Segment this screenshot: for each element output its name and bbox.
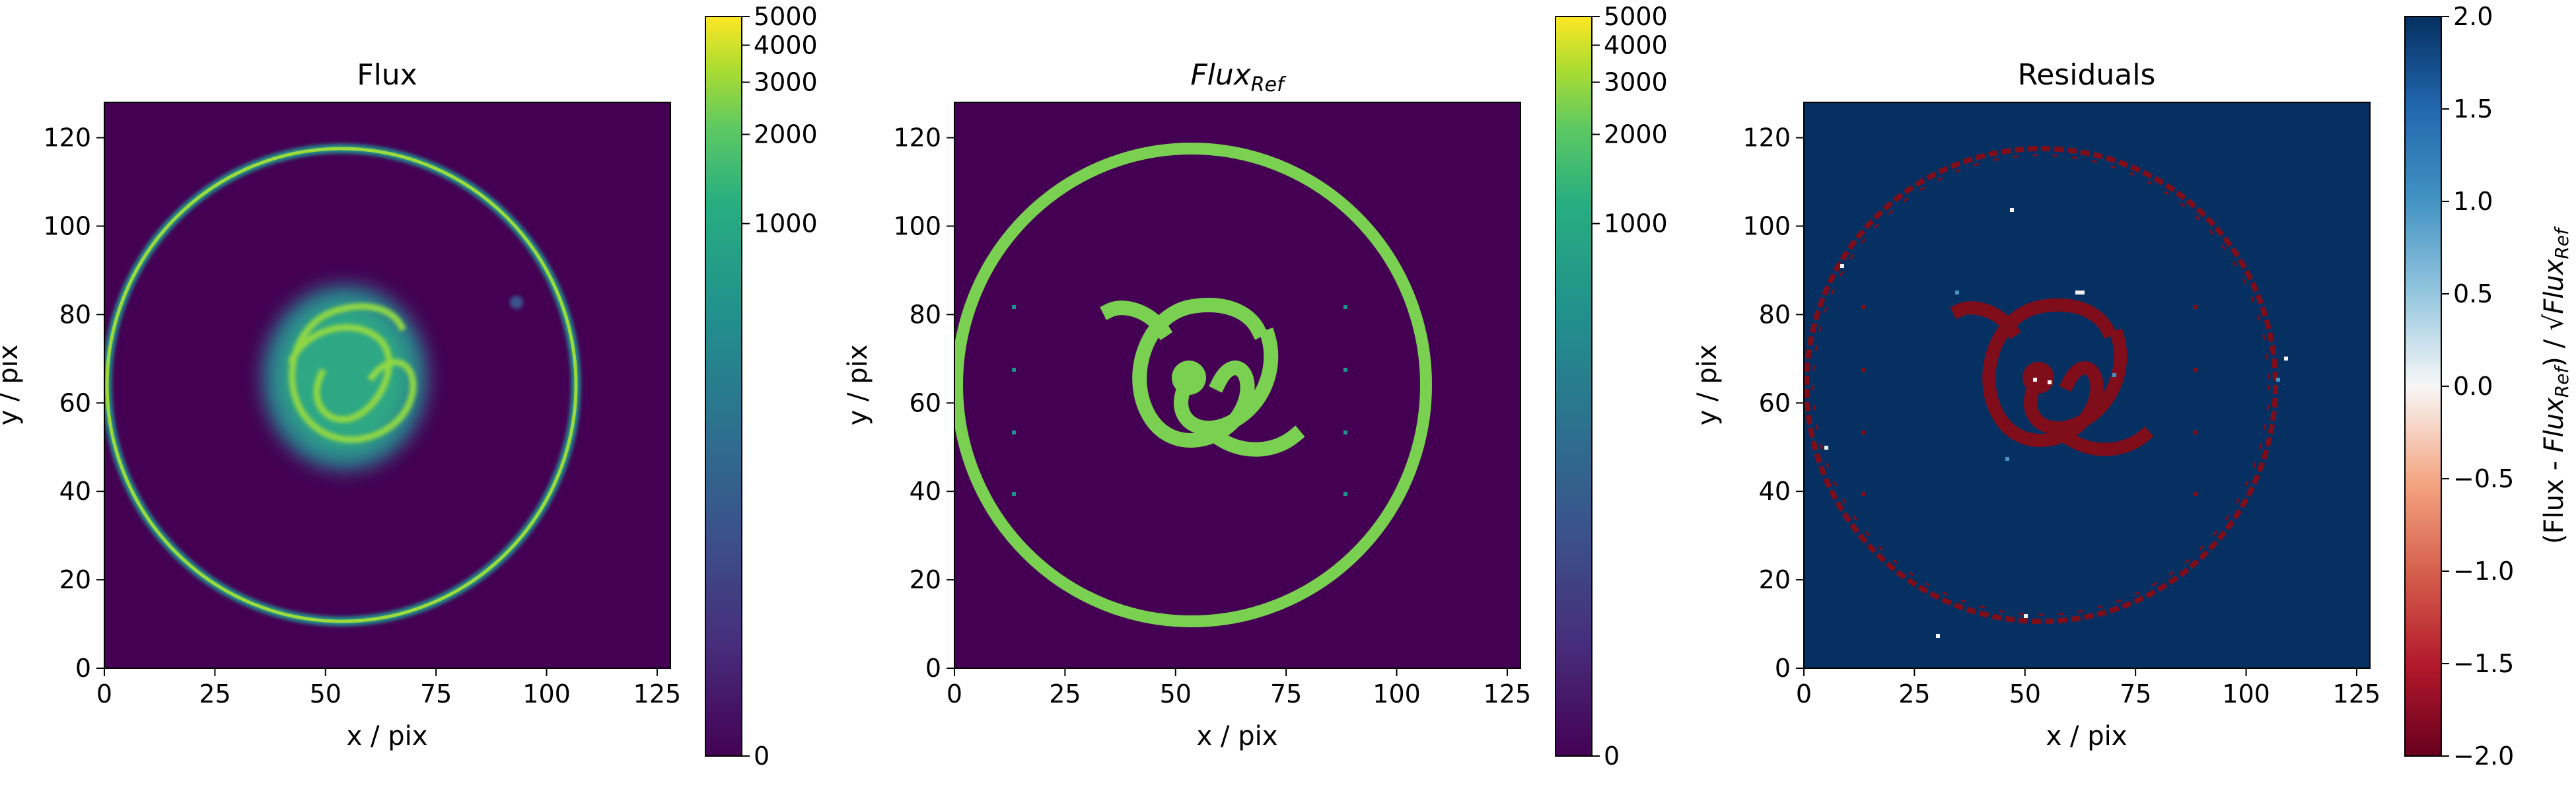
x-tick-label: 50 <box>1160 679 1192 709</box>
y-tick-label: 80 <box>910 300 941 329</box>
y-tick-label: 0 <box>925 654 941 683</box>
colorbar-flux <box>705 17 742 756</box>
colorbar-tick-label: 3000 <box>1604 68 1668 97</box>
heatmap-flux <box>104 102 670 668</box>
x-tick-label: 75 <box>1270 679 1302 709</box>
y-tick-label: 100 <box>1742 211 1791 240</box>
x-axis-label-flux-ref: x / pix <box>1197 721 1278 751</box>
y-tick-label: 120 <box>43 123 91 153</box>
axes-frame-flux-ref <box>954 102 1521 669</box>
x-tick-label: 0 <box>947 679 962 709</box>
panel-flux-ref: FluxRef 0 25 50 75 10 <box>843 2 1668 771</box>
panel-residuals: Residuals <box>1692 2 2573 771</box>
colorbar-tick-label: 5000 <box>754 2 818 31</box>
x-tick-label: 75 <box>420 679 452 709</box>
y-tick-label: 20 <box>59 565 91 594</box>
x-axis-label-residuals: x / pix <box>2046 721 2128 751</box>
x-tick-label: 125 <box>633 679 682 709</box>
panel-title-flux: Flux <box>357 58 417 92</box>
heatmap-flux-ref <box>954 102 1521 668</box>
x-ticks-residuals: 0 25 50 75 100 125 <box>1796 668 2380 709</box>
y-ticks-residuals: 0 20 40 60 80 100 120 <box>1742 123 1804 683</box>
axes-frame-residuals <box>1803 102 2371 669</box>
colorbar-tick-label: 2.0 <box>2453 2 2493 31</box>
x-axis-label-flux: x / pix <box>347 721 428 751</box>
x-tick-label: 50 <box>2009 679 2041 709</box>
colorbar-tick-label: 1.5 <box>2453 94 2493 123</box>
colorbar-tick-label: 4000 <box>1604 30 1668 59</box>
colorbar-tick-label: 5000 <box>1604 2 1668 31</box>
x-tick-label: 50 <box>310 679 341 709</box>
y-ticks-flux-ref: 0 20 40 60 80 100 120 <box>893 123 954 683</box>
colorbar-tick-label: 1000 <box>1604 209 1668 238</box>
colorbar-tick-label: 4000 <box>754 30 818 59</box>
y-tick-label: 100 <box>893 211 941 240</box>
colorbar-tick-label: 0 <box>1604 742 1620 771</box>
y-axis-label-flux: y / pix <box>0 345 24 426</box>
colorbar-label-residuals: (Flux - FluxRef) / √FluxRef <box>2539 226 2573 544</box>
colorbar-tick-label: −0.5 <box>2453 464 2514 493</box>
y-tick-label: 80 <box>59 300 91 329</box>
colorbar-flux-ref <box>1556 17 1592 756</box>
colorbar-tick-label: 0.0 <box>2453 372 2493 401</box>
x-tick-label: 125 <box>2333 679 2381 709</box>
y-tick-label: 0 <box>75 654 91 683</box>
y-tick-label: 60 <box>1759 388 1791 417</box>
colorbar-tick-label: 2000 <box>754 120 818 149</box>
y-axis-label-residuals: y / pix <box>1692 345 1723 426</box>
colorbar-tick-label: 0 <box>754 742 769 771</box>
panel-title-residuals: Residuals <box>2018 58 2156 92</box>
y-tick-label: 60 <box>59 388 91 417</box>
y-tick-label: 100 <box>43 211 91 240</box>
y-tick-label: 40 <box>59 477 91 506</box>
y-axis-label-flux-ref: y / pix <box>843 345 873 426</box>
colorbar-tick-label: −1.5 <box>2453 649 2514 678</box>
y-ticks-flux: 0 20 40 60 80 100 120 <box>43 123 104 683</box>
colorbar-tick-label: 0.5 <box>2453 279 2493 308</box>
x-tick-label: 25 <box>199 679 231 709</box>
heatmap-residuals <box>1804 102 2370 668</box>
colorbar-tick-label: −1.0 <box>2453 557 2514 586</box>
y-tick-label: 60 <box>910 388 941 417</box>
y-tick-label: 120 <box>1742 123 1791 153</box>
x-tick-label: 25 <box>1898 679 1930 709</box>
panel-title-flux-ref: FluxRef <box>1190 58 1287 96</box>
x-tick-label: 100 <box>1373 679 1421 709</box>
y-tick-label: 120 <box>893 123 941 153</box>
colorbar-ticks-residuals: 2.0 1.5 1.0 0.5 0.0 −0.5 −1.0 −1.5 −2.0 <box>2441 2 2514 771</box>
y-tick-label: 0 <box>1775 654 1791 683</box>
colorbar-tick-label: 1000 <box>754 209 818 238</box>
x-tick-label: 0 <box>1796 679 1812 709</box>
colorbar-tick-label: 2000 <box>1604 120 1668 149</box>
x-tick-label: 100 <box>522 679 571 709</box>
x-tick-label: 0 <box>96 679 112 709</box>
x-tick-label: 25 <box>1049 679 1081 709</box>
axes-frame-flux <box>104 102 671 669</box>
panel-flux: Flux 0 25 50 75 100 125 0 20 40 60 80 100 120 x / p… <box>0 2 818 771</box>
y-tick-label: 20 <box>910 565 941 594</box>
y-tick-label: 20 <box>1759 565 1791 594</box>
colorbar-tick-label: 3000 <box>754 68 818 97</box>
x-ticks-flux-ref: 0 25 50 75 100 125 <box>947 668 1531 709</box>
colorbar-tick-label: −2.0 <box>2453 742 2514 771</box>
y-tick-label: 40 <box>1759 477 1791 506</box>
x-ticks-flux: 0 25 50 75 100 125 <box>96 668 681 709</box>
y-tick-label: 80 <box>1759 300 1791 329</box>
colorbar-tick-label: 1.0 <box>2453 187 2493 216</box>
colorbar-residuals <box>2405 17 2441 756</box>
x-tick-label: 125 <box>1484 679 1532 709</box>
y-tick-label: 40 <box>910 477 941 506</box>
x-tick-label: 75 <box>2120 679 2151 709</box>
x-tick-label: 100 <box>2222 679 2270 709</box>
